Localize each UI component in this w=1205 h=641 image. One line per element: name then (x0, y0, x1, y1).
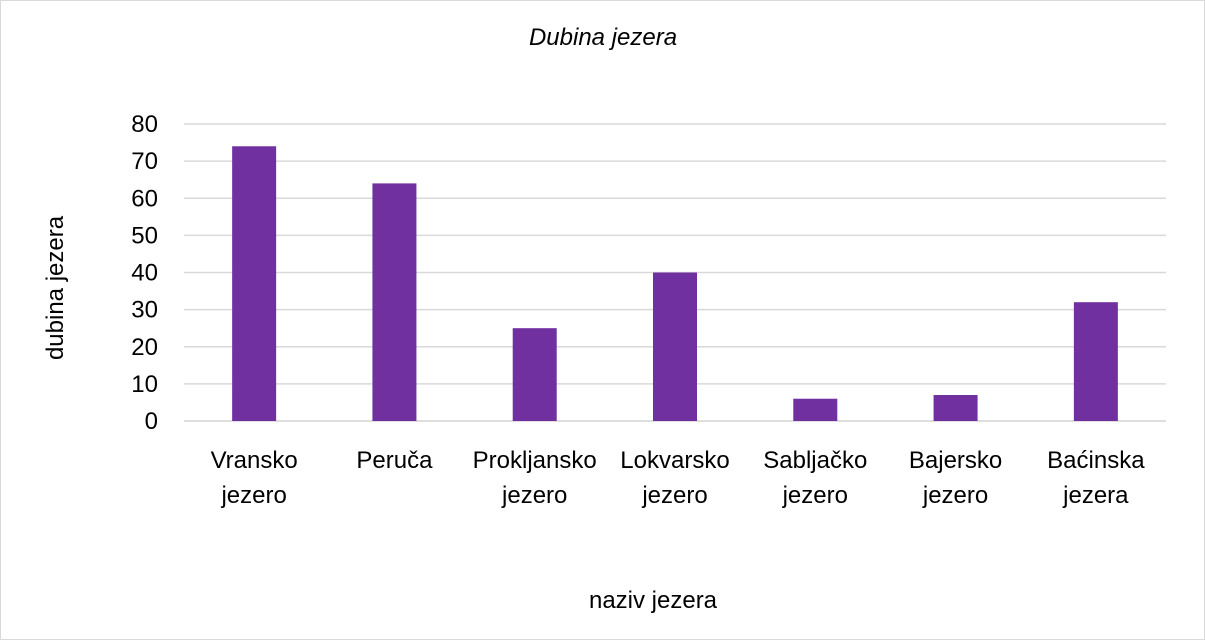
y-tick-label: 10 (131, 371, 158, 398)
bar (372, 183, 417, 421)
x-tick-label: Lokvarsko jezero (620, 447, 729, 509)
y-tick-label: 0 (145, 408, 158, 435)
bar (232, 146, 277, 421)
y-tick-label: 20 (131, 334, 158, 361)
bar (653, 272, 697, 421)
x-tick-label: Vransko jezero (211, 447, 298, 509)
bar (793, 398, 838, 421)
x-tick-label: Prokljansko jezero (473, 447, 597, 509)
bar (512, 328, 557, 421)
chart-title: Dubina jezera (529, 24, 677, 51)
y-axis-title: dubina jezera (42, 215, 69, 360)
bars (232, 146, 1118, 421)
x-tick-label: Baćinska jezera (1047, 447, 1145, 509)
x-tick-label: Sabljačko jezero (763, 447, 867, 509)
y-tick-label: 80 (131, 111, 158, 138)
y-tick-label: 40 (131, 260, 158, 287)
x-axis-ticks: Vransko jezero Peruča Prokljansko jezero Lokv… (211, 447, 1146, 509)
y-tick-label: 30 (131, 297, 158, 324)
y-tick-label: 70 (131, 148, 158, 175)
x-tick-label: Peruča (356, 447, 433, 474)
y-axis-ticks: 0 10 20 30 40 50 60 70 80 (131, 111, 158, 435)
y-tick-label: 60 (131, 185, 158, 212)
bar (933, 395, 978, 421)
x-tick-label: Bajersko jezero (909, 447, 1002, 509)
y-tick-label: 50 (131, 222, 158, 249)
x-axis-title: naziv jezera (589, 587, 718, 614)
bar (1073, 302, 1118, 421)
